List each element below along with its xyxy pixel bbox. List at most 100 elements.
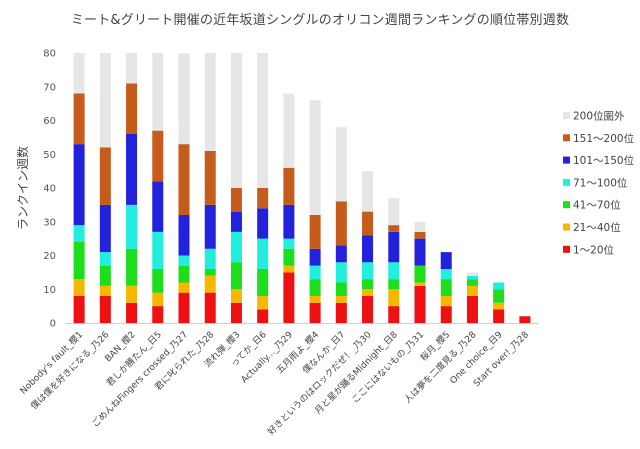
bar-segment: [257, 238, 269, 270]
y-tick-label: 80: [43, 49, 56, 60]
legend-item: 41〜70位: [563, 199, 621, 212]
y-tick-label: 40: [43, 184, 56, 195]
bar-segment: [414, 231, 426, 239]
bar-segment: [73, 144, 85, 226]
bar-segment: [178, 292, 190, 324]
bar-segment: [388, 198, 400, 226]
y-tick-label: 70: [43, 82, 56, 93]
bar-segment: [283, 167, 295, 205]
bar-segment: [257, 208, 269, 239]
bar-segment: [126, 285, 138, 303]
bar-segment: [152, 231, 164, 270]
bar-segment: [335, 296, 347, 303]
bar-segment: [362, 235, 374, 263]
axes: 0 10 20 30 40 50 60 70 80 ランクイン週数: [15, 49, 538, 330]
y-tick-label: 0: [50, 319, 56, 330]
bar-segment: [440, 306, 452, 324]
bar-segment: [362, 279, 374, 290]
bar-segment: [152, 306, 164, 324]
bar-segment: [99, 285, 111, 297]
bar-segment: [466, 285, 478, 297]
legend-item: 200位圏外: [563, 110, 625, 123]
bar-segment: [230, 289, 242, 303]
bar-segment: [204, 53, 216, 151]
bar-segment: [99, 147, 111, 205]
bar-segment: [362, 296, 374, 323]
bar-segment: [466, 296, 478, 323]
bar-segment: [309, 296, 321, 303]
legend-item: 151〜200位: [563, 132, 635, 145]
legend-item: 1〜20位: [563, 243, 615, 256]
bar-segment: [126, 83, 138, 135]
bar-segment: [257, 188, 269, 209]
bar-segment: [178, 265, 190, 283]
legend-label: 71〜100位: [573, 176, 628, 189]
bar-segment: [230, 53, 242, 188]
bar-segment: [362, 262, 374, 280]
bar-segment: [309, 265, 321, 280]
bar-segment: [283, 204, 295, 239]
chart-title: ミート&グリート開催の近年坂道シングルのオリコン週間ランキングの順位帯別週数: [70, 13, 570, 28]
bar-segment: [126, 204, 138, 249]
bar-segment: [257, 296, 269, 310]
bar-segment: [440, 279, 452, 297]
bar-segment: [388, 279, 400, 290]
bar-segment: [73, 279, 85, 297]
bar-segment: [126, 53, 138, 84]
bar-segment: [283, 265, 295, 273]
bar-segment: [283, 93, 295, 168]
bar-segment: [99, 53, 111, 148]
bar-segment: [257, 269, 269, 296]
bar-segment: [493, 309, 505, 323]
bar-segment: [440, 252, 452, 270]
bar-segment: [204, 275, 216, 293]
bar-segment: [414, 265, 426, 283]
bar-segment: [335, 127, 347, 202]
bar-segment: [309, 279, 321, 297]
bar-segment: [309, 302, 321, 323]
bar-segment: [152, 181, 164, 232]
bar-segment: [178, 255, 190, 266]
legend-swatch: [563, 201, 570, 209]
bar-segment: [152, 130, 164, 182]
bar-segment: [283, 238, 295, 249]
bar-segment: [230, 302, 242, 323]
bar-segment: [126, 302, 138, 323]
bar-segment: [388, 306, 400, 324]
y-tick-label: 10: [43, 285, 56, 296]
bar-segment: [178, 215, 190, 256]
bar-segment: [152, 292, 164, 307]
bar-segment: [230, 231, 242, 263]
bar-segment: [519, 316, 531, 323]
bar-segment: [440, 269, 452, 280]
legend-swatch: [563, 134, 570, 142]
category-labels: Nobody's fault_櫻1僕は僕を好きになる_乃26BAN_櫻2君しか勝…: [17, 328, 531, 437]
legend-item: 71〜100位: [563, 176, 628, 189]
y-tick-label: 30: [43, 217, 56, 228]
bar-segment: [204, 269, 216, 276]
bar-segment: [440, 296, 452, 307]
bar-segment: [335, 201, 347, 246]
legend-swatch: [563, 178, 570, 186]
bar-segment: [99, 265, 111, 286]
bar-segment: [335, 302, 347, 323]
bar-segment: [466, 279, 478, 286]
bar-segment: [335, 282, 347, 296]
legend-label: 101〜150位: [573, 154, 635, 167]
bar-segment: [257, 309, 269, 323]
bar-segment: [388, 289, 400, 307]
bar-segment: [362, 211, 374, 236]
bar-segment: [283, 248, 295, 266]
legend-label: 21〜40位: [573, 221, 621, 234]
bars-layer: [73, 53, 531, 324]
y-axis-title: ランクイン週数: [15, 146, 30, 230]
bar-segment: [230, 188, 242, 212]
bar-segment: [204, 150, 216, 205]
bar-segment: [335, 262, 347, 283]
bar-segment: [362, 289, 374, 296]
bar-segment: [204, 248, 216, 269]
bar-segment: [73, 53, 85, 94]
bar-segment: [466, 272, 478, 276]
bar-segment: [230, 262, 242, 290]
bar-segment: [388, 225, 400, 232]
